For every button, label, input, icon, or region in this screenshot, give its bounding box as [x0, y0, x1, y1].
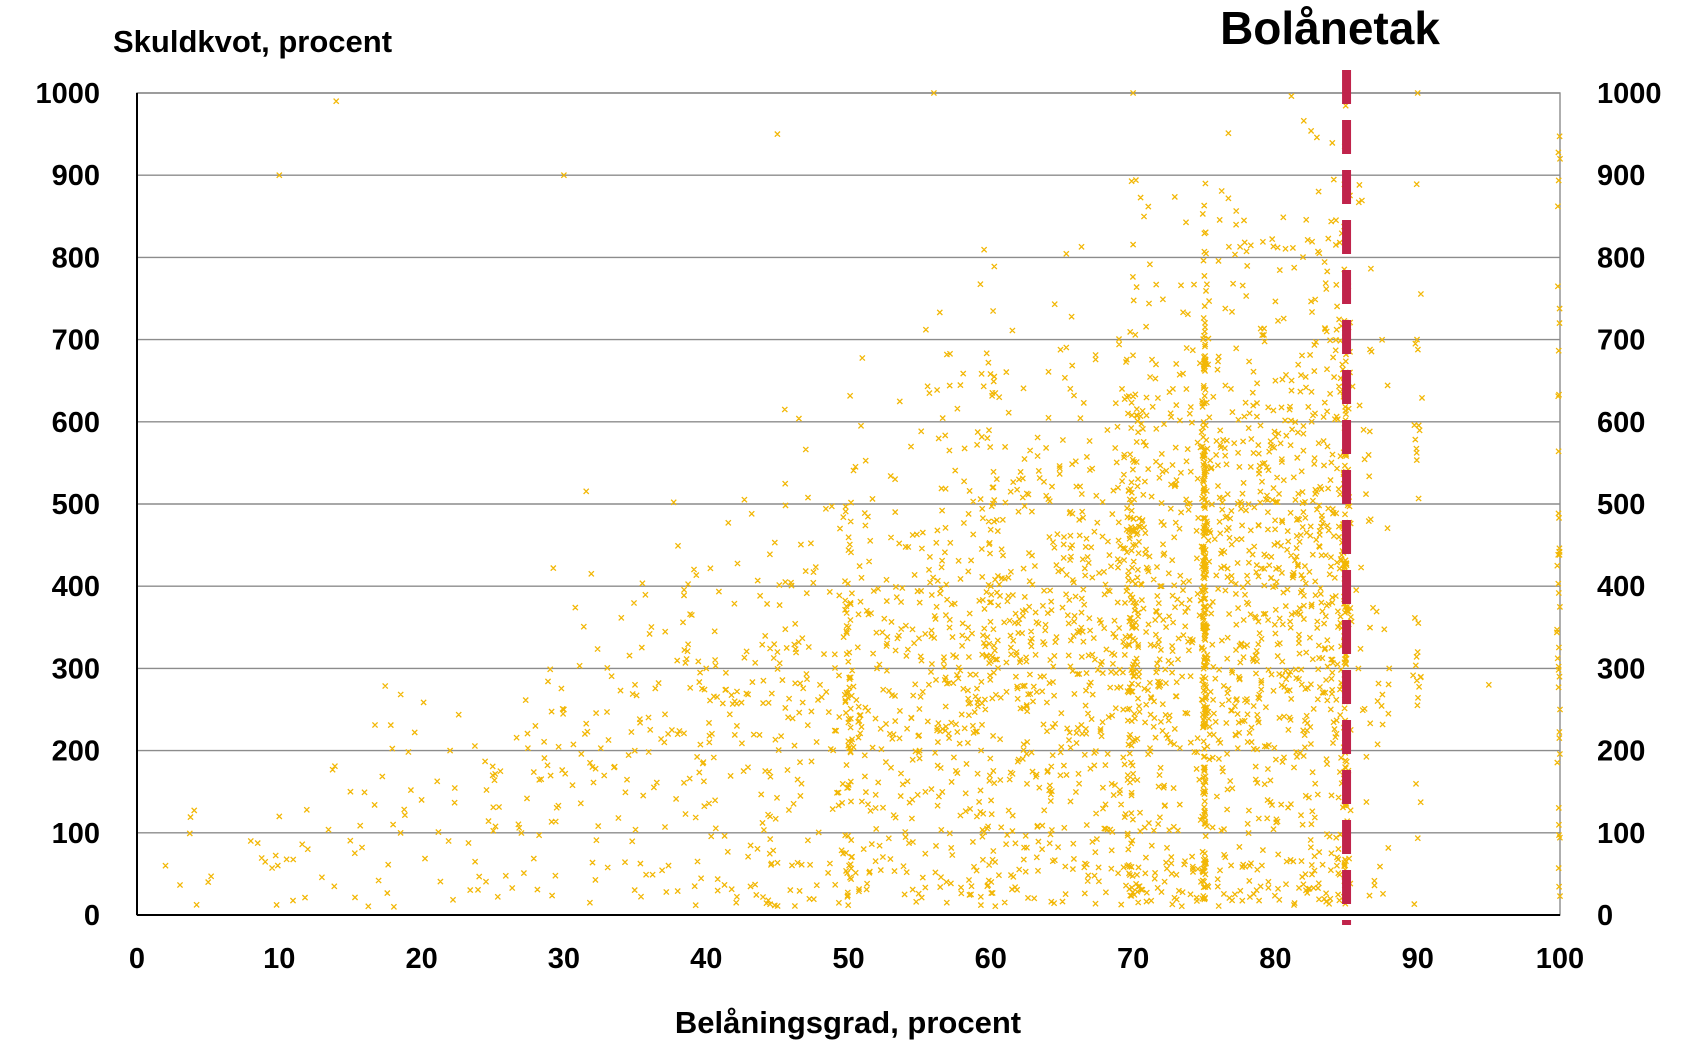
y2-tick-label: 500	[1597, 489, 1645, 521]
x-tick-label: 30	[548, 943, 580, 975]
y-tick-label: 400	[52, 571, 100, 603]
y-tick-label: 0	[84, 900, 100, 932]
x-tick-label: 80	[1259, 943, 1291, 975]
y-tick-label: 300	[52, 653, 100, 685]
y2-tick-label: 300	[1597, 653, 1645, 685]
bolanetak-label: Bolånetak	[1220, 2, 1440, 54]
y-ticks-right: 0 100 200 300 400 500 600 700 800 900 1000	[1597, 78, 1662, 932]
y2-tick-label: 800	[1597, 242, 1645, 274]
y2-tick-label: 400	[1597, 571, 1645, 603]
x-tick-label: 0	[129, 943, 145, 975]
x-tick-label: 20	[405, 943, 437, 975]
y-tick-label: 1000	[35, 78, 100, 110]
scatter-markers	[162, 89, 1564, 910]
y-tick-label: 500	[52, 489, 100, 521]
x-tick-label: 60	[975, 943, 1007, 975]
x-tick-label: 10	[263, 943, 295, 975]
y2-tick-label: 100	[1597, 818, 1645, 850]
y-tick-label: 900	[52, 160, 100, 192]
y2-tick-label: 200	[1597, 736, 1645, 768]
x-tick-label: 100	[1536, 943, 1584, 975]
x-tick-label: 40	[690, 943, 722, 975]
y2-tick-label: 600	[1597, 407, 1645, 439]
y2-tick-label: 700	[1597, 325, 1645, 357]
y2-tick-label: 900	[1597, 160, 1645, 192]
x-axis-label: Belåningsgrad, procent	[675, 1005, 1021, 1040]
scatter-points	[162, 89, 1564, 910]
y-tick-label: 100	[52, 818, 100, 850]
y-tick-label: 600	[52, 407, 100, 439]
y2-tick-label: 1000	[1597, 78, 1662, 110]
x-tick-label: 70	[1117, 943, 1149, 975]
y-ticks-left: 0 100 200 300 400 500 600 700 800 900 1000	[35, 78, 100, 932]
y-tick-label: 800	[52, 242, 100, 274]
y2-tick-label: 0	[1597, 900, 1613, 932]
x-tick-label: 50	[832, 943, 864, 975]
x-ticks: 0 10 20 30 40 50 60 70 80 90 100	[129, 943, 1584, 975]
y-tick-label: 700	[52, 325, 100, 357]
y-tick-label: 200	[52, 736, 100, 768]
y-axis-label: Skuldkvot, procent	[113, 24, 392, 59]
x-tick-label: 90	[1402, 943, 1434, 975]
